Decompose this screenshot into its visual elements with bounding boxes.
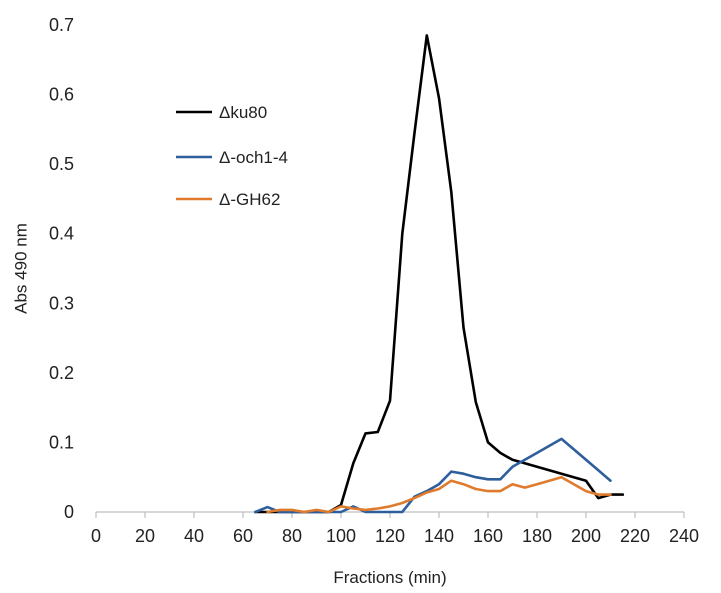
x-tick-label: 80 [282,526,302,546]
legend-label-2: Δ-GH62 [219,190,280,209]
series-line-1 [254,437,612,514]
x-tick-label: 100 [326,526,356,546]
y-tick-label: 0.2 [49,363,74,383]
y-axis-title: Abs 490 nm [11,223,30,314]
y-tick-label: 0.5 [49,154,74,174]
x-tick-label: 140 [424,526,454,546]
x-tick-label: 60 [233,526,253,546]
y-tick-label: 0.7 [49,15,74,35]
y-axis-ticks: 0 0.1 0.2 0.3 0.4 0.5 0.6 0.7 [49,15,74,522]
y-tick-label: 0.6 [49,85,74,105]
y-tick-label: 0.4 [49,224,74,244]
x-tick-label: 0 [91,526,101,546]
legend-label-1: Δ-och1-4 [219,148,288,167]
x-tick-label: 220 [620,526,650,546]
x-tick-label: 20 [135,526,155,546]
x-axis-title: Fractions (min) [333,568,446,587]
legend-label-0: Δku80 [219,103,267,122]
x-tick-label: 120 [375,526,405,546]
x-tick-label: 240 [669,526,699,546]
series-layer [254,34,625,514]
legend: Δku80 Δ-och1-4 Δ-GH62 [176,103,288,209]
series-line-0 [254,34,625,514]
x-tick-label: 200 [571,526,601,546]
x-tick-label: 160 [473,526,503,546]
y-tick-label: 0.1 [49,432,74,452]
series-line-2 [266,475,612,514]
y-tick-label: 0 [64,502,74,522]
x-tick-label: 180 [522,526,552,546]
x-tick-label: 40 [184,526,204,546]
x-axis-ticks: 0 20 40 60 80 100 120 140 160 180 200 220 240 [91,512,699,546]
y-tick-label: 0.3 [49,293,74,313]
